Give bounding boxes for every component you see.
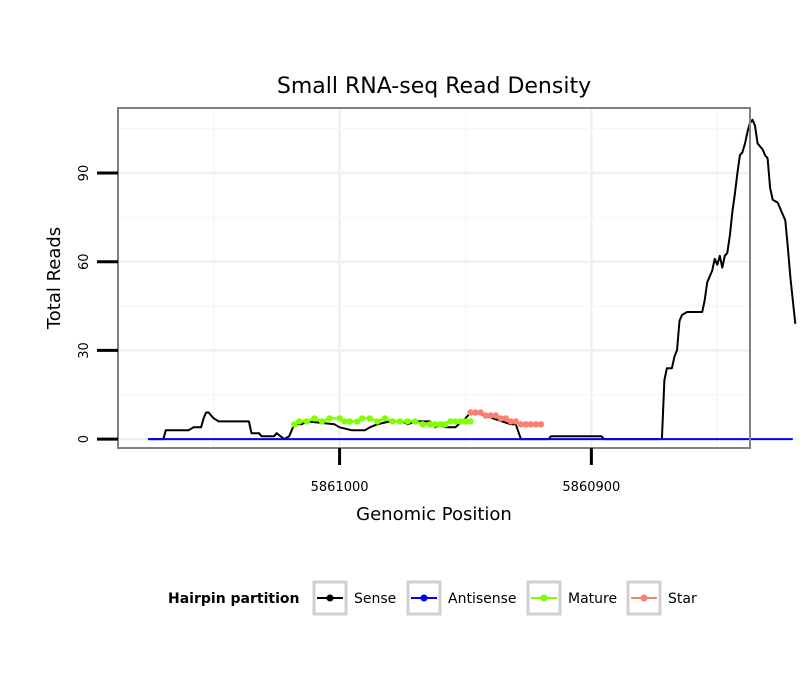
legend-key-point-antisense [420, 594, 428, 602]
data-point-star [532, 421, 540, 428]
y-axis-title: Total Reads [44, 227, 65, 330]
data-point-mature [419, 421, 426, 428]
data-point-mature [457, 418, 464, 425]
legend-label-star: Star [668, 591, 697, 607]
x-axis-title: Genomic Position [356, 504, 512, 525]
data-point-mature [359, 415, 366, 422]
data-point-mature [303, 418, 310, 425]
plot-border [117, 107, 751, 449]
data-point-mature [354, 418, 361, 425]
data-point-mature [462, 418, 469, 425]
data-point-star [497, 415, 504, 422]
data-point-mature [336, 415, 343, 422]
legend-key-point-mature [540, 594, 548, 602]
data-point-star [487, 412, 494, 419]
data-point-mature [374, 418, 381, 425]
data-point-star [482, 412, 489, 419]
data-point-star [507, 418, 514, 425]
data-point-mature [467, 418, 474, 425]
data-point-star [517, 421, 525, 428]
data-point-star [522, 421, 530, 428]
series-line-sense [148, 118, 797, 441]
legend-label-mature: Mature [568, 591, 617, 607]
data-point-mature [296, 418, 303, 425]
y-tick-label: 60 [77, 253, 92, 270]
y-tick-label: 30 [77, 342, 92, 359]
data-point-mature [437, 421, 444, 428]
data-point-mature [396, 418, 404, 425]
legend-title: Hairpin partition [168, 591, 299, 607]
data-point-mature [326, 415, 333, 422]
plot-panel [118, 108, 750, 448]
data-point-star [472, 409, 479, 416]
x-tick-label: 5860900 [562, 480, 620, 495]
data-point-mature [404, 418, 411, 425]
data-point-mature [366, 415, 373, 422]
data-point-mature [427, 421, 434, 428]
data-point-mature [411, 418, 419, 425]
y-tick-label: 90 [77, 165, 92, 182]
legend-key-point-sense [326, 594, 334, 602]
data-point-mature [346, 418, 353, 425]
data-point-mature [291, 421, 298, 428]
data-point-mature [311, 415, 318, 422]
data-point-mature [389, 418, 396, 425]
data-point-star [537, 421, 545, 428]
data-point-mature [341, 418, 348, 425]
y-tick-label: 0 [77, 435, 92, 443]
data-point-star [477, 409, 484, 416]
data-point-star [492, 412, 499, 419]
data-point-star [467, 409, 474, 416]
legend-label-antisense: Antisense [448, 591, 517, 607]
data-point-mature [381, 415, 389, 422]
data-point-star [502, 415, 509, 422]
data-point-star [512, 418, 519, 425]
x-tick-label: 5861000 [311, 480, 369, 495]
data-point-mature [442, 421, 449, 428]
data-point-mature [447, 418, 454, 425]
legend-key-point-star [640, 594, 648, 602]
chart-title: Small RNA-seq Read Density [277, 74, 591, 99]
data-point-mature [432, 421, 439, 428]
data-point-mature [452, 418, 459, 425]
data-point-star [527, 421, 535, 428]
data-point-mature [318, 418, 326, 425]
legend-label-sense: Sense [354, 591, 396, 607]
